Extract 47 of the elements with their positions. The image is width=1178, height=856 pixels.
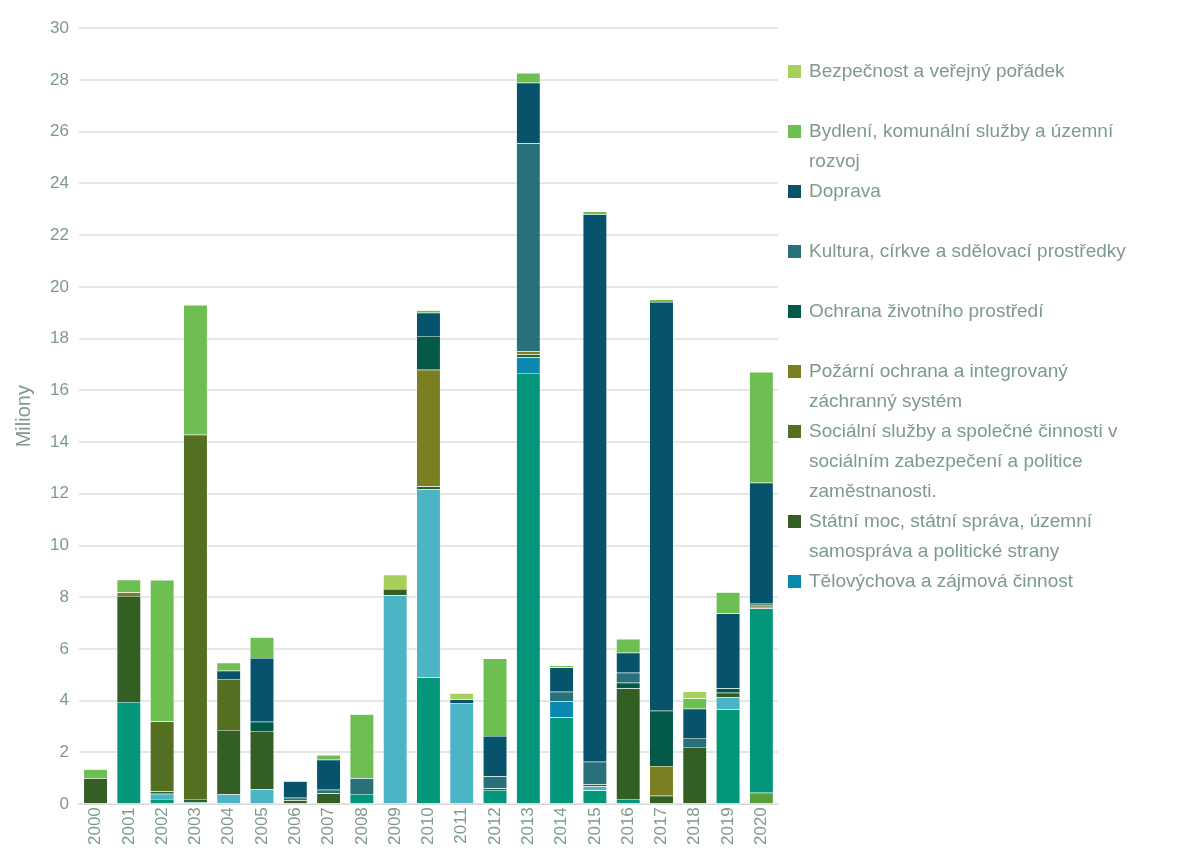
y-tick-label: 18 xyxy=(49,328,69,348)
x-tick-label: 2008 xyxy=(351,807,371,846)
legend-label: Ochrana životního prostředí xyxy=(809,299,1044,323)
y-tick-label: 2 xyxy=(59,742,69,762)
y-tick-label: 16 xyxy=(49,380,69,400)
legend-label: Státní moc, státní správa, územní samospráva a politické strany xyxy=(809,509,1093,563)
x-tick-label: 2003 xyxy=(185,807,205,846)
x-tick-label: 2010 xyxy=(418,807,438,846)
y-tick-label: 30 xyxy=(49,17,69,37)
x-tick-label: 2007 xyxy=(318,807,338,846)
x-tick-label: 2004 xyxy=(218,807,238,846)
y-tick-label: 12 xyxy=(49,483,69,503)
legend-label: Doprava xyxy=(809,179,881,203)
x-tick-label: 2005 xyxy=(251,807,271,846)
x-tick-label: 2015 xyxy=(584,807,604,846)
legend-label: Bydlení, komunální služby a územní rozvoj xyxy=(809,119,1115,173)
x-tick-label: 2011 xyxy=(451,807,471,844)
x-tick-label: 2006 xyxy=(284,807,304,846)
x-tick-label: 2014 xyxy=(551,807,571,846)
y-axis-title: Miliony xyxy=(11,385,34,448)
y-tick-label: 26 xyxy=(49,121,69,141)
x-tick-label: 2000 xyxy=(85,807,105,846)
y-tick-label: 0 xyxy=(59,793,69,813)
x-tick-label: 2018 xyxy=(684,807,704,846)
y-tick-label: 4 xyxy=(59,690,69,710)
x-tick-label: 2017 xyxy=(651,807,671,846)
x-tick-label: 2012 xyxy=(484,807,504,846)
x-tick-label: 2013 xyxy=(518,807,538,846)
x-tick-label: 2001 xyxy=(118,807,138,846)
legend-label: Bezpečnost a veřejný pořádek xyxy=(809,59,1065,83)
y-tick-label: 20 xyxy=(49,276,69,296)
x-tick-label: 2009 xyxy=(384,807,404,846)
x-tick-label: 2020 xyxy=(751,807,771,846)
y-tick-label: 24 xyxy=(49,173,69,193)
y-tick-label: 6 xyxy=(59,638,69,658)
legend-label: Sociální služby a společné činnosti v sociálním zabezpečení a politice zaměstnanosti. xyxy=(809,419,1119,503)
y-tick-label: 8 xyxy=(59,586,69,606)
y-tick-label: 28 xyxy=(49,69,69,89)
y-tick-label: 14 xyxy=(49,431,69,451)
x-tick-label: 2016 xyxy=(617,807,637,846)
legend-label: Tělovýchova a zájmová činnost xyxy=(809,569,1074,593)
legend-label: Kultura, církve a sdělovací prostředky xyxy=(809,239,1126,263)
x-tick-label: 2019 xyxy=(717,807,737,846)
x-tick-label: 2002 xyxy=(151,807,171,846)
legend-label: Požární ochrana a integrovaný záchranný systém xyxy=(809,359,1069,413)
y-tick-label: 22 xyxy=(49,224,69,244)
y-tick-label: 10 xyxy=(49,535,69,555)
